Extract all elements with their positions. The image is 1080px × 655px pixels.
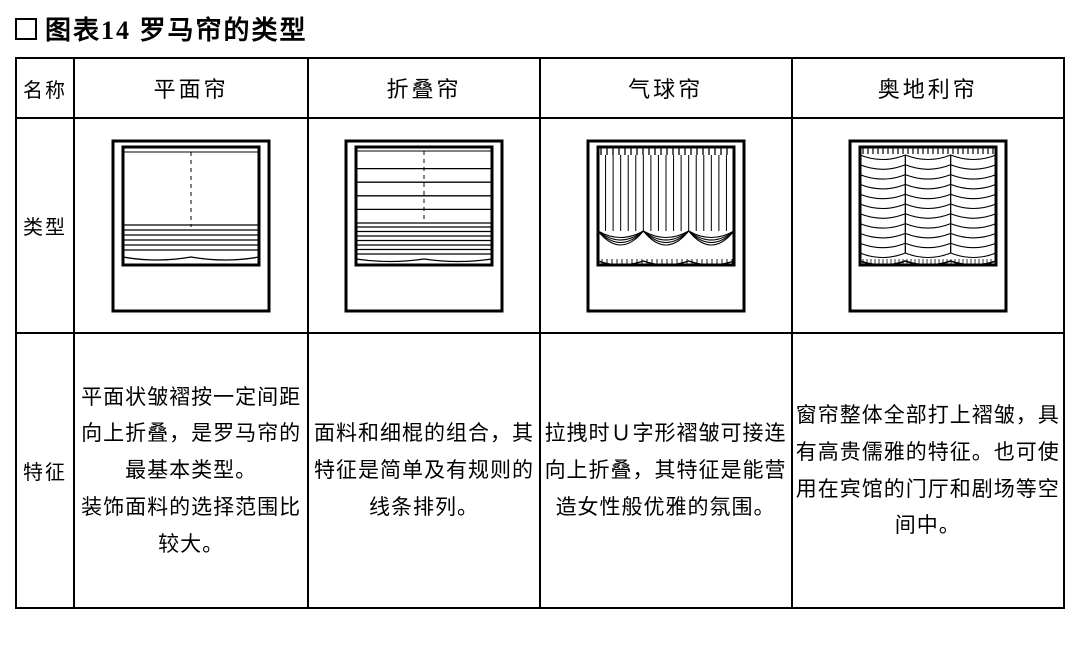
diagram-fold — [309, 119, 538, 332]
cell-feature-2: 拉拽时Ｕ字形褶皱可接连向上折叠，其特征是能营造女性般优雅的氛围。 — [540, 333, 792, 608]
name-label-1: 折叠帘 — [386, 77, 461, 102]
diagram-flat — [75, 119, 307, 332]
cell-type-0 — [74, 118, 308, 333]
row-header-feature: 特征 — [16, 333, 74, 608]
chart-title: 图表14 罗马帘的类型 — [45, 10, 308, 47]
cell-type-2 — [540, 118, 792, 333]
cell-name-1: 折叠帘 — [308, 58, 539, 118]
cell-feature-3: 窗帘整体全部打上褶皱，具有高贵儒雅的特征。也可使用在宾馆的门厅和剧场等空间中。 — [792, 333, 1064, 608]
cell-feature-1: 面料和细棍的组合，其特征是简单及有规则的线条排列。 — [308, 333, 539, 608]
title-marker-square — [15, 18, 37, 40]
cell-type-3 — [792, 118, 1064, 333]
name-label-2: 气球帘 — [628, 77, 703, 102]
name-label-0: 平面帘 — [154, 77, 229, 102]
diagram-balloon — [541, 119, 791, 332]
row-header-type: 类型 — [16, 118, 74, 333]
cell-name-2: 气球帘 — [540, 58, 792, 118]
chart-title-row: 图表14 罗马帘的类型 — [15, 10, 1065, 47]
curtain-types-table: 名称 平面帘 折叠帘 气球帘 奥地利帘 类型 — [15, 57, 1065, 609]
row-name: 名称 平面帘 折叠帘 气球帘 奥地利帘 — [16, 58, 1064, 118]
cell-feature-0: 平面状皱褶按一定间距向上折叠，是罗马帘的最基本类型。装饰面料的选择范围比较大。 — [74, 333, 308, 608]
name-label-3: 奥地利帘 — [878, 77, 978, 102]
cell-name-3: 奥地利帘 — [792, 58, 1064, 118]
row-header-name: 名称 — [16, 58, 74, 118]
row-feature: 特征 平面状皱褶按一定间距向上折叠，是罗马帘的最基本类型。装饰面料的选择范围比较… — [16, 333, 1064, 608]
cell-type-1 — [308, 118, 539, 333]
row-type: 类型 — [16, 118, 1064, 333]
diagram-austrian — [793, 119, 1063, 332]
cell-name-0: 平面帘 — [74, 58, 308, 118]
